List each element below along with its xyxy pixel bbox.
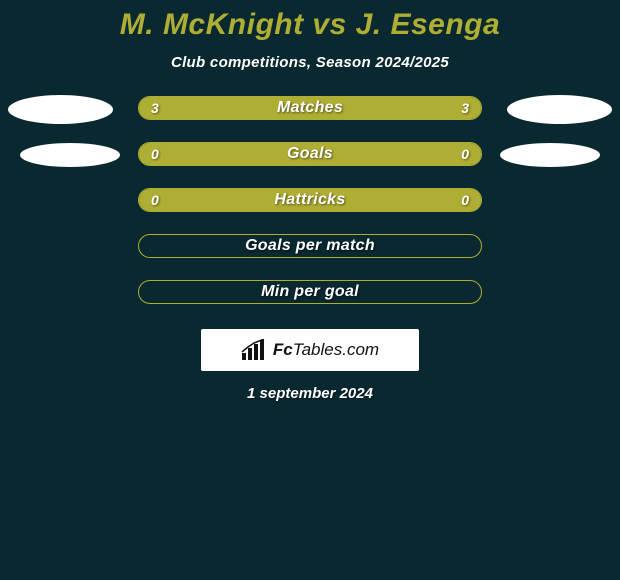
stat-value-right: 0 (461, 189, 469, 211)
player-right-ellipse (507, 95, 612, 124)
stat-bar: 0 Hattricks 0 (138, 188, 482, 212)
page-subtitle: Club competitions, Season 2024/2025 (0, 46, 620, 89)
stat-row: 0 Hattricks 0 (0, 181, 620, 227)
stat-label: Goals (139, 143, 481, 165)
player-left-ellipse (8, 95, 113, 124)
stat-label: Min per goal (139, 281, 481, 303)
logo-text-suffix: Tables.com (293, 340, 379, 359)
stat-row: Goals per match (0, 227, 620, 273)
stat-bar: 3 Matches 3 (138, 96, 482, 120)
footer-date: 1 september 2024 (0, 371, 620, 402)
stat-value-right: 3 (461, 97, 469, 119)
stat-label: Matches (139, 97, 481, 119)
stat-bar: Goals per match (138, 234, 482, 258)
stat-row: 3 Matches 3 (0, 89, 620, 135)
player-right-ellipse (500, 143, 600, 167)
stat-rows: 3 Matches 3 0 Goals 0 0 Hattricks (0, 89, 620, 319)
player-left-ellipse (20, 143, 120, 167)
fctables-logo: FcTables.com (201, 329, 419, 371)
infographic-canvas: M. McKnight vs J. Esenga Club competitio… (0, 0, 620, 580)
stat-label: Hattricks (139, 189, 481, 211)
page-title: M. McKnight vs J. Esenga (0, 0, 620, 46)
stat-label: Goals per match (139, 235, 481, 257)
stat-bar: Min per goal (138, 280, 482, 304)
bar-chart-icon (241, 339, 267, 361)
stat-bar: 0 Goals 0 (138, 142, 482, 166)
logo-text-prefix: Fc (273, 340, 293, 359)
stat-row: 0 Goals 0 (0, 135, 620, 181)
stat-row: Min per goal (0, 273, 620, 319)
stat-value-right: 0 (461, 143, 469, 165)
logo-text: FcTables.com (273, 340, 379, 360)
